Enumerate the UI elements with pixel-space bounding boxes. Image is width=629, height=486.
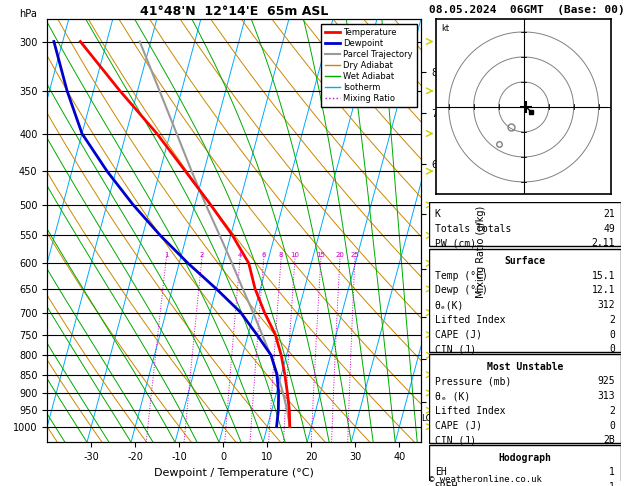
Text: 4: 4 — [238, 252, 242, 258]
Text: Lifted Index: Lifted Index — [435, 406, 505, 416]
Bar — [429, 445, 621, 486]
Text: Pressure (mb): Pressure (mb) — [435, 377, 511, 386]
Text: 2.11: 2.11 — [591, 239, 615, 248]
Text: 1: 1 — [610, 482, 615, 486]
Text: SREH: SREH — [435, 482, 459, 486]
Text: 925: 925 — [598, 377, 615, 386]
Text: 2: 2 — [610, 315, 615, 325]
Text: 12.1: 12.1 — [591, 285, 615, 295]
Text: Mixing Ratio (g/kg): Mixing Ratio (g/kg) — [476, 206, 486, 298]
Text: 6: 6 — [262, 252, 266, 258]
Title: 41°48'N  12°14'E  65m ASL: 41°48'N 12°14'E 65m ASL — [140, 5, 328, 18]
X-axis label: Dewpoint / Temperature (°C): Dewpoint / Temperature (°C) — [154, 468, 314, 478]
Text: 21: 21 — [603, 209, 615, 219]
Bar — [429, 249, 621, 351]
Text: 2: 2 — [200, 252, 204, 258]
Bar — [429, 202, 621, 246]
Text: © weatheronline.co.uk: © weatheronline.co.uk — [429, 474, 542, 484]
Text: 1: 1 — [164, 252, 169, 258]
Y-axis label: km
ASL: km ASL — [445, 220, 463, 242]
Text: 1: 1 — [610, 468, 615, 477]
Text: θₑ (K): θₑ (K) — [435, 391, 470, 401]
Text: 08.05.2024  06GMT  (Base: 00): 08.05.2024 06GMT (Base: 00) — [429, 5, 625, 15]
Text: CAPE (J): CAPE (J) — [435, 330, 482, 340]
Text: EH: EH — [435, 468, 447, 477]
Text: Lifted Index: Lifted Index — [435, 315, 505, 325]
Text: 49: 49 — [603, 224, 615, 234]
Bar — [429, 354, 621, 443]
Text: CIN (J): CIN (J) — [435, 344, 476, 354]
Text: 10: 10 — [291, 252, 299, 258]
Text: K: K — [435, 209, 440, 219]
Text: Hodograph: Hodograph — [498, 453, 552, 463]
Text: 8: 8 — [279, 252, 284, 258]
Text: 20: 20 — [335, 252, 345, 258]
Text: kt: kt — [441, 24, 449, 34]
Text: 25: 25 — [350, 252, 359, 258]
Text: Most Unstable: Most Unstable — [487, 362, 563, 372]
Text: 15: 15 — [316, 252, 325, 258]
Text: 15.1: 15.1 — [591, 271, 615, 281]
Text: Surface: Surface — [504, 256, 545, 266]
Text: Temp (°C): Temp (°C) — [435, 271, 487, 281]
Text: CIN (J): CIN (J) — [435, 435, 476, 445]
Text: 2: 2 — [610, 406, 615, 416]
Text: θₑ(K): θₑ(K) — [435, 300, 464, 310]
Text: Totals Totals: Totals Totals — [435, 224, 511, 234]
Text: LCL: LCL — [421, 414, 437, 423]
Text: 2B: 2B — [603, 435, 615, 445]
Text: 0: 0 — [610, 344, 615, 354]
Text: 0: 0 — [610, 330, 615, 340]
Text: hPa: hPa — [19, 9, 37, 18]
Text: PW (cm): PW (cm) — [435, 239, 476, 248]
Text: CAPE (J): CAPE (J) — [435, 420, 482, 431]
Text: 0: 0 — [610, 420, 615, 431]
Text: Dewp (°C): Dewp (°C) — [435, 285, 487, 295]
Legend: Temperature, Dewpoint, Parcel Trajectory, Dry Adiabat, Wet Adiabat, Isotherm, Mi: Temperature, Dewpoint, Parcel Trajectory… — [321, 24, 417, 107]
Text: 312: 312 — [598, 300, 615, 310]
Text: 313: 313 — [598, 391, 615, 401]
